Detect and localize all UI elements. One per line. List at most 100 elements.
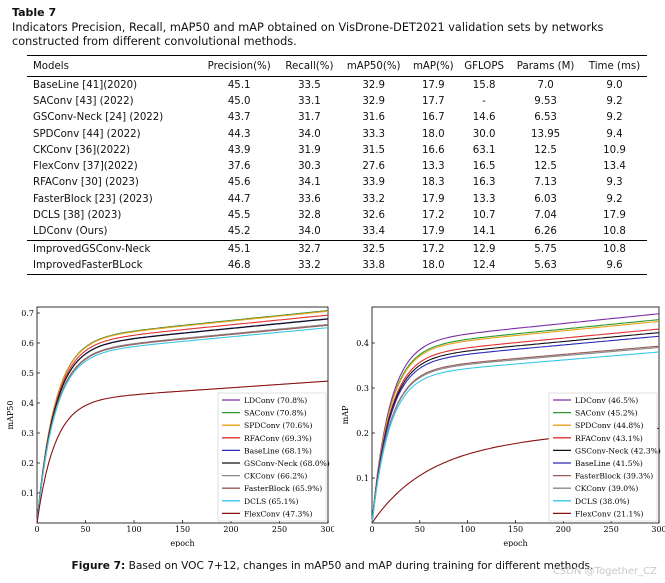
table-cell: 17.9: [603, 210, 626, 222]
y-axis-label: mAP50: [6, 401, 15, 430]
legend-label: LDConv (46.5%): [575, 396, 638, 405]
y-tick-label: 0.4: [21, 399, 34, 408]
map50-chart: 0 50 100 150 200 250 300 0.1 0.2 0.3 0.4 0.5 0.6 0.7 e…: [4, 297, 334, 547]
table-cell: 45.6: [227, 177, 251, 189]
table-cell: 32.8: [298, 210, 321, 222]
table-row: ImprovedGSConv-Neck 45.1 32.7 32.5 17.2 12.9 5…: [27, 239, 647, 258]
table-cell: 10.9: [603, 144, 626, 156]
table-cell: 44.3: [227, 128, 251, 140]
table-cell: 17.9: [421, 79, 445, 91]
x-tick-label: 50: [415, 525, 425, 534]
legend-label: SAConv (45.2%): [575, 409, 638, 418]
table-cell: 33.8: [339, 257, 408, 275]
table-cell: 9.4: [606, 128, 623, 140]
table-cell: CKConv [36](2022): [33, 144, 131, 156]
x-tick-label: 300: [651, 525, 665, 534]
table-cell: LDConv (Ours): [33, 226, 108, 238]
table-cell: 33.5: [298, 79, 321, 91]
chart-svg: 0 50 100 150 200 250 300 0.1 0.2 0.3 0.4 0.5 0.6 0.7 e…: [6, 306, 334, 547]
table-body: BaseLine [41](2020) 45.1 33.5 32.9 17.9 15.8 7…: [27, 77, 647, 275]
table-row: BaseLine [41](2020) 45.1 33.5 32.9 17.9 15.8 7…: [27, 77, 647, 94]
legend-label: RFAConv (69.3%): [244, 434, 312, 443]
table-cell: 7.13: [534, 177, 557, 189]
table-cell: 18.0: [421, 128, 445, 140]
table-row: LDConv (Ours) 45.2 34.0 33.4 17.9 14.1 6.26 10.…: [27, 224, 647, 241]
table-cell: 17.7: [421, 95, 445, 107]
y-tick-label: 0.1: [356, 474, 369, 483]
table-cell: 45.1: [199, 239, 280, 258]
table-cell: BaseLine [41](2020): [33, 79, 138, 91]
legend-label: CKConv (66.2%): [244, 472, 307, 481]
series-line: [371, 335, 660, 524]
legend-label: FasterBlock (39.3%): [575, 472, 653, 481]
table-row: ImprovedFasterBLock 46.8 33.2 33.8 18.0 12.4 5…: [27, 257, 647, 275]
x-tick-label: 100: [460, 525, 475, 534]
watermark: CSDN @Together_CZ: [552, 566, 657, 577]
table-cell: 44.7: [227, 193, 251, 205]
table-cell: 32.9: [362, 79, 386, 91]
table-cell: 34.1: [298, 177, 321, 189]
map-chart: 0 50 100 150 200 250 300 0.1 0.2 0.3 0.4 epoch mAP LD…: [339, 297, 665, 547]
table-cell: 30.0: [472, 128, 496, 140]
chart-svg: 0 50 100 150 200 250 300 0.1 0.2 0.3 0.4 epoch mAP LD…: [341, 306, 665, 547]
table-cell: SAConv [43] (2022): [33, 95, 134, 107]
column-header: Models: [27, 55, 200, 77]
x-tick-label: 150: [508, 525, 523, 534]
x-tick-label: 200: [556, 525, 571, 534]
legend-label: BaseLine (68.1%): [244, 446, 312, 455]
series-line: [371, 332, 660, 524]
table-cell: 33.2: [362, 193, 386, 205]
legend-label: DCLS (38.0%): [575, 497, 630, 506]
table-cell: 7.04: [534, 210, 557, 222]
x-tick-label: 250: [604, 525, 619, 534]
table-cell: 33.2: [279, 257, 340, 275]
legend-box: [548, 392, 658, 522]
table-cell: 6.26: [534, 226, 557, 238]
legend-label: GSConv-Neck (68.0%): [244, 459, 330, 468]
table-cell: RFAConv [30] (2023): [33, 177, 139, 189]
table-cell: 14.1: [472, 226, 496, 238]
column-header: Recall(%): [279, 55, 340, 77]
legend-label: FlexConv (21.1%): [575, 509, 644, 518]
x-tick-label: 0: [369, 525, 374, 534]
table-cell: 12.5: [534, 144, 557, 156]
table-cell: 12.5: [534, 161, 557, 173]
legend-box: [217, 392, 327, 522]
table-row: DCLS [38] (2023) 45.5 32.8 32.6 17.2 10.7 7.04…: [27, 207, 647, 223]
series-line: [36, 327, 329, 524]
table-cell: 9.2: [606, 95, 623, 107]
table-cell: 9.0: [606, 79, 623, 91]
table-cell: 6.03: [534, 193, 557, 205]
table-cell: 32.6: [362, 210, 386, 222]
table-cell: 18.0: [407, 257, 459, 275]
legend-label: SPDConv (70.6%): [244, 421, 312, 430]
table-cell: 43.7: [227, 112, 251, 124]
series-line: [36, 323, 329, 524]
legend-label: RFAConv (43.1%): [575, 434, 643, 443]
table-row: SPDConv [44] (2022) 44.3 34.0 33.3 18.0 30.0 1…: [27, 126, 647, 142]
x-tick-label: 200: [223, 525, 238, 534]
table-cell: -: [482, 95, 486, 107]
table-cell: 5.63: [509, 257, 582, 275]
table-cell: 9.6: [581, 257, 647, 275]
table-cell: 13.3: [472, 193, 496, 205]
table-cell: 16.7: [421, 112, 445, 124]
series-line: [36, 324, 329, 524]
column-header: mAP(%): [407, 55, 459, 77]
column-header: GFLOPS: [459, 55, 510, 77]
table-cell: 10.7: [472, 210, 496, 222]
table-cell: 45.0: [227, 95, 251, 107]
table-cell: GSConv-Neck [24] (2022): [33, 112, 164, 124]
table-cell: 30.3: [298, 161, 321, 173]
table-cell: 15.8: [472, 79, 496, 91]
table-row: FlexConv [37](2022) 37.6 30.3 27.6 13.3 16.5 1…: [27, 158, 647, 174]
legend-label: SPDConv (44.8%): [575, 421, 643, 430]
x-tick-label: 300: [320, 525, 334, 534]
table-cell: 45.5: [227, 210, 251, 222]
x-axis-label: epoch: [503, 539, 527, 547]
table-cell: FlexConv [37](2022): [33, 161, 138, 173]
table-cell: 9.3: [606, 177, 623, 189]
y-tick-label: 0.1: [21, 489, 34, 498]
y-tick-label: 0.5: [21, 369, 34, 378]
y-tick-label: 0.3: [356, 384, 369, 393]
